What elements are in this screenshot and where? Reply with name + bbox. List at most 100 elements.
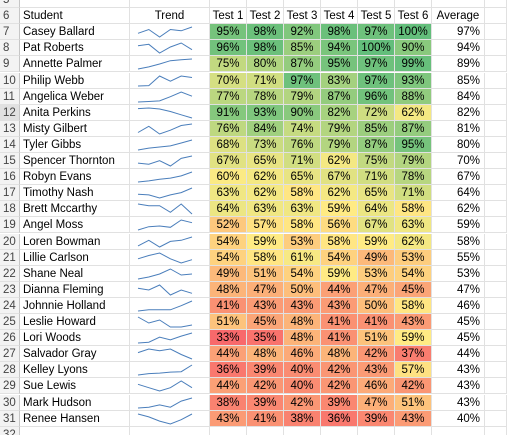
row-number: 27 <box>0 346 20 363</box>
sparkline <box>137 236 193 248</box>
row-number: 12 <box>0 104 20 121</box>
trend-line <box>137 252 193 264</box>
trend-line <box>137 123 193 135</box>
trend-line <box>137 413 193 425</box>
score-cell: 63% <box>395 217 432 234</box>
score-cell: 51% <box>358 330 395 347</box>
cell <box>485 120 507 137</box>
score-cell: 68% <box>210 136 247 153</box>
cell <box>485 8 507 25</box>
score-cell: 42% <box>395 378 432 395</box>
score-cell: 51% <box>247 265 284 282</box>
score-cell: 63% <box>247 201 284 218</box>
score-cell: 78% <box>247 88 284 105</box>
score-cell: 90% <box>284 104 321 121</box>
average-cell: 45% <box>432 330 485 347</box>
score-cell: 71% <box>395 185 432 202</box>
row-number: 30 <box>0 394 20 411</box>
score-cell: 56% <box>321 217 358 234</box>
cell <box>130 249 210 266</box>
column-header: Test 1 <box>210 8 247 25</box>
score-cell: 58% <box>321 233 358 250</box>
score-cell: 57% <box>395 362 432 379</box>
sparkline <box>137 123 193 135</box>
cell <box>130 426 210 435</box>
cell <box>395 426 432 435</box>
cell <box>485 104 507 121</box>
row-number: 21 <box>0 249 20 266</box>
student-name: Leslie Howard <box>20 314 130 331</box>
cell <box>485 410 507 427</box>
score-cell: 71% <box>247 72 284 89</box>
score-cell: 42% <box>321 378 358 395</box>
score-cell: 97% <box>358 24 395 41</box>
sparkline <box>137 155 193 167</box>
row-number: 9 <box>0 56 20 73</box>
score-cell: 65% <box>284 169 321 186</box>
score-cell: 95% <box>210 24 247 41</box>
trend-line <box>137 364 193 376</box>
score-cell: 48% <box>247 346 284 363</box>
cell <box>130 104 210 121</box>
score-cell: 88% <box>395 88 432 105</box>
student-name: Kelley Lyons <box>20 362 130 379</box>
cell <box>130 378 210 395</box>
score-cell: 54% <box>321 249 358 266</box>
score-cell: 73% <box>247 136 284 153</box>
sparkline <box>137 139 193 151</box>
sparkline <box>137 380 193 392</box>
trend-line <box>137 107 193 119</box>
score-cell: 46% <box>358 378 395 395</box>
sparkline <box>137 203 193 215</box>
score-cell: 87% <box>395 120 432 137</box>
score-cell: 62% <box>321 185 358 202</box>
average-cell: 82% <box>432 104 485 121</box>
cell <box>485 185 507 202</box>
score-cell: 79% <box>321 120 358 137</box>
score-cell: 93% <box>395 72 432 89</box>
cell <box>485 24 507 41</box>
score-cell: 53% <box>358 265 395 282</box>
cell <box>20 0 130 9</box>
cell <box>321 0 358 9</box>
student-name: Philip Webb <box>20 72 130 89</box>
cell <box>395 0 432 9</box>
row-number: 18 <box>0 201 20 218</box>
row-number: 22 <box>0 265 20 282</box>
cell <box>485 233 507 250</box>
cell <box>210 0 247 9</box>
cell <box>485 362 507 379</box>
trend-line <box>137 268 193 280</box>
score-cell: 40% <box>284 362 321 379</box>
row-number: 14 <box>0 136 20 153</box>
score-cell: 52% <box>210 217 247 234</box>
sparkline <box>137 91 193 103</box>
score-cell: 87% <box>321 88 358 105</box>
row-number: 29 <box>0 378 20 395</box>
cell <box>485 40 507 57</box>
score-cell: 50% <box>358 297 395 314</box>
score-cell: 54% <box>210 249 247 266</box>
score-cell: 59% <box>395 330 432 347</box>
student-name: Spencer Thornton <box>20 153 130 170</box>
cell <box>130 88 210 105</box>
cell <box>485 297 507 314</box>
score-cell: 39% <box>247 394 284 411</box>
score-cell: 59% <box>321 201 358 218</box>
score-cell: 65% <box>247 153 284 170</box>
cell <box>284 426 321 435</box>
cell <box>130 330 210 347</box>
score-cell: 60% <box>210 169 247 186</box>
score-cell: 95% <box>395 136 432 153</box>
student-name: Anita Perkins <box>20 104 130 121</box>
score-cell: 79% <box>321 136 358 153</box>
score-cell: 53% <box>395 249 432 266</box>
score-cell: 63% <box>210 185 247 202</box>
score-cell: 37% <box>395 346 432 363</box>
cell <box>485 265 507 282</box>
average-cell: 45% <box>432 314 485 331</box>
score-cell: 91% <box>210 104 247 121</box>
average-cell: 67% <box>432 169 485 186</box>
cell <box>130 394 210 411</box>
row-number: 24 <box>0 297 20 314</box>
